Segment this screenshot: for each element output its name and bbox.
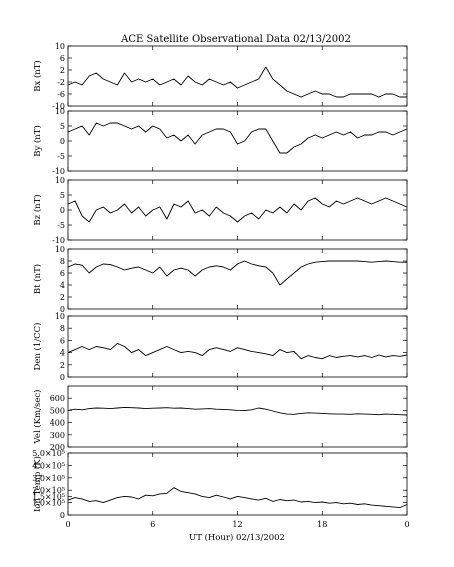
panel-bx-nt: -10 -6 -2 2 6 10 Bx (nT) <box>32 42 408 111</box>
x-tick-label: 0 <box>65 520 70 529</box>
series-line-bz-nt <box>67 197 408 223</box>
y-axis-label: Vel (Km/sec) <box>32 390 43 445</box>
y-tick-label: -10 <box>52 236 65 245</box>
y-tick-label: 2 <box>60 66 65 75</box>
series-line-vel-km-sec <box>67 406 408 416</box>
y-axis-label: Bt (nT) <box>32 264 43 294</box>
y-axis-label: Bx (nT) <box>32 60 43 92</box>
y-tick-label: 300 <box>50 431 65 440</box>
y-tick-label: 5 <box>60 122 65 131</box>
y-tick-label: 10 <box>55 312 65 321</box>
y-tick-label: 10 <box>55 42 65 51</box>
y-tick-label: 1.5×10⁵ <box>32 492 65 501</box>
y-axis-label: Bz (nT) <box>32 194 43 225</box>
panels: -10 -6 -2 2 6 10 Bx (nT) -10 -5 0 5 10 By (nT) -10 -5 0… <box>32 42 408 520</box>
y-tick-label: 400 <box>50 419 65 428</box>
y-tick-label: 10 <box>55 107 65 116</box>
y-tick-label: 2 <box>60 293 65 302</box>
y-tick-label: 0 <box>60 305 65 314</box>
y-tick-label: 1.0×10⁵ <box>32 499 65 508</box>
series-line-bt-nt <box>67 260 407 286</box>
y-tick-label: 5 <box>60 191 65 200</box>
x-tick-label: 12 <box>232 520 242 529</box>
y-tick-label: 200 <box>50 443 65 452</box>
y-tick-label: 8 <box>60 324 65 333</box>
y-tick-label: 10 <box>55 176 65 185</box>
y-tick-label: 4 <box>60 281 65 290</box>
y-tick-label: 3.0×10⁵ <box>32 474 65 483</box>
y-tick-label: 6 <box>60 54 65 63</box>
y-tick-label: 2.0×10⁵ <box>32 486 65 495</box>
y-tick-label: 600 <box>50 394 65 403</box>
y-tick-label: 500 <box>50 406 65 415</box>
panel-frame <box>67 248 408 310</box>
y-tick-label: 0 <box>60 206 65 215</box>
y-tick-label: 5.0×10⁵ <box>32 449 65 458</box>
panel-frame <box>67 385 408 448</box>
panel-vel-km-sec: 200 300 400 500 600 Vel (Km/sec) <box>32 385 408 452</box>
y-tick-label: 0 <box>60 511 65 520</box>
panel-frame <box>67 110 408 172</box>
series-line-den-1-cc <box>67 342 408 360</box>
series-line-by-nt <box>67 122 408 154</box>
series-line-ion-temp-k <box>67 487 408 509</box>
y-tick-label: -5 <box>57 152 65 161</box>
panel-frame <box>67 452 408 516</box>
y-tick-label: 0 <box>60 373 65 382</box>
y-tick-label: 8 <box>60 257 65 266</box>
panel-frame <box>67 315 408 378</box>
x-tick-label: 6 <box>150 520 155 529</box>
panel-bt-nt: 0 2 4 6 8 10 Bt (nT) <box>32 245 408 314</box>
y-tick-label: -6 <box>57 90 65 99</box>
y-tick-label: 6 <box>60 336 65 345</box>
y-axis-label: By (nT) <box>32 125 43 157</box>
panel-frame <box>67 179 408 241</box>
y-tick-label: 4.0×10⁵ <box>32 461 65 470</box>
y-tick-label: 10 <box>55 245 65 254</box>
y-tick-label: 4 <box>60 349 65 358</box>
panel-bz-nt: -10 -5 0 5 10 Bz (nT) <box>32 176 408 245</box>
y-tick-label: 0 <box>60 137 65 146</box>
y-axis-label: Den (1/CC) <box>32 323 43 371</box>
x-axis-label: UT (Hour) 02/13/2002 <box>189 532 285 543</box>
y-tick-label: -10 <box>52 102 65 111</box>
y-tick-label: 2 <box>60 361 65 370</box>
y-tick-label: 6 <box>60 269 65 278</box>
panel-by-nt: -10 -5 0 5 10 By (nT) <box>32 107 408 176</box>
x-tick-label: 0 <box>404 520 409 529</box>
x-tick-labels: 0 6 12 18 0 <box>65 520 409 529</box>
chart-title: ACE Satellite Observational Data 02/13/2… <box>120 34 351 45</box>
panel-frame <box>67 45 408 107</box>
y-tick-label: -2 <box>57 78 65 87</box>
series-line-bx-nt <box>67 66 407 98</box>
x-tick-label: 18 <box>317 520 327 529</box>
y-axis-label: Ion Temp (K) <box>32 456 43 512</box>
y-tick-label: -10 <box>52 167 65 176</box>
y-tick-label: -5 <box>57 221 65 230</box>
panel-den-1-cc: 0 2 4 6 8 10 Den (1/CC) <box>32 312 408 382</box>
